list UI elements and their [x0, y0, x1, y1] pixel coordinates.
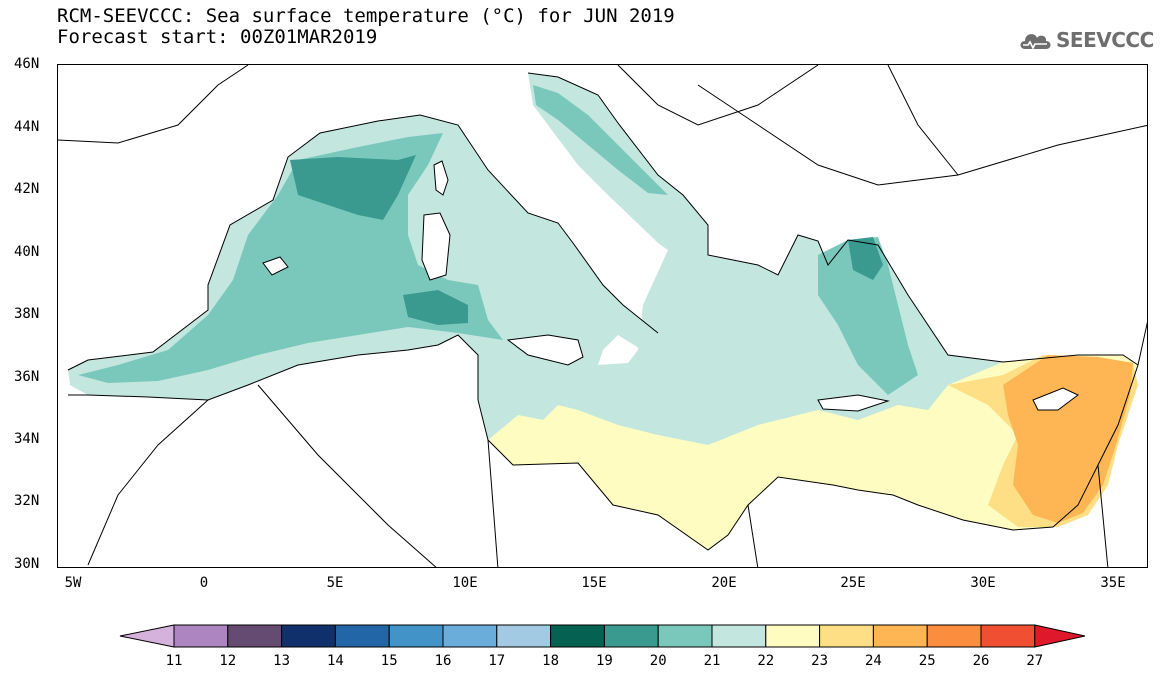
colorbar-label: 22 — [757, 653, 774, 669]
colorbar-swatch — [442, 624, 498, 648]
colorbar-label: 21 — [704, 653, 721, 669]
colorbar-label: 12 — [219, 653, 236, 669]
colorbar-swatch — [281, 624, 336, 648]
sst-band-19-20-tyrrhenian — [403, 290, 468, 325]
colorbar-swatch — [550, 624, 605, 648]
colorbar-label: 14 — [327, 653, 344, 669]
colorbar-label: 20 — [650, 653, 667, 669]
sst-band-20-21-adriatic — [533, 85, 668, 195]
colorbar-swatch — [980, 624, 1036, 648]
lon-label-5e: 5E — [326, 575, 344, 591]
colorbar-label: 26 — [973, 653, 990, 669]
sst-band-24-25 — [1003, 355, 1133, 523]
colorbar-label: 17 — [488, 653, 505, 669]
colorbar-label: 27 — [1026, 653, 1043, 669]
colorbar-label: 16 — [435, 653, 452, 669]
island-corsica — [433, 160, 449, 196]
colorbar-left-arrow — [119, 624, 175, 648]
colorbar-swatch — [227, 624, 283, 648]
lon-label-20e: 20E — [711, 575, 737, 591]
colorbar-swatch — [334, 624, 390, 648]
lat-label-34n: 34N — [14, 431, 40, 447]
lat-label-44n: 44N — [14, 119, 40, 135]
island-crete — [817, 394, 890, 412]
lon-label-5w: 5W — [64, 575, 82, 591]
colorbar-swatch — [711, 624, 767, 648]
cloud-icon — [1020, 34, 1051, 50]
island-mallorca — [262, 256, 289, 276]
colorbar-label: 19 — [596, 653, 613, 669]
lat-label-36n: 36N — [14, 369, 40, 385]
colorbar-swatch — [926, 624, 982, 648]
island-sardinia — [421, 212, 451, 281]
island-sicily — [506, 334, 584, 366]
sst-band-22-23 — [488, 355, 1138, 550]
island-cyprus — [1032, 387, 1079, 411]
colorbar-swatch — [388, 624, 444, 648]
lon-label-30e: 30E — [970, 575, 996, 591]
lon-label-25e: 25E — [840, 575, 866, 591]
sst-map — [57, 64, 1148, 568]
colorbar-swatch — [603, 624, 659, 648]
lon-label-15e: 15E — [581, 575, 607, 591]
lon-label-0: 0 — [199, 575, 209, 591]
coastlines — [58, 65, 1147, 567]
colorbar-swatch — [872, 624, 928, 648]
sst-band-20-21-aegean — [818, 237, 918, 395]
colorbar-label: 24 — [865, 653, 882, 669]
logo-text: SEEVCCC — [1056, 28, 1154, 52]
map-canvas — [58, 65, 1147, 567]
colorbar-label: 25 — [919, 653, 936, 669]
sst-band-19-20-aegean — [848, 237, 883, 280]
lat-label-42n: 42N — [14, 181, 40, 197]
lat-label-46n: 46N — [14, 56, 40, 72]
colorbar-swatch — [657, 624, 713, 648]
seevccc-logo: SEEVCCC — [1018, 24, 1154, 56]
map-title: RCM-SEEVCCC: Sea surface temperature (°C… — [57, 5, 675, 27]
colorbar-label: 18 — [542, 653, 559, 669]
colorbar-swatch — [765, 624, 821, 648]
sst-band-19-20-lion — [290, 155, 416, 220]
colorbar-swatch — [819, 624, 874, 648]
lat-label-30n: 30N — [14, 556, 40, 572]
colorbar-swatch — [496, 624, 552, 648]
lon-label-35e: 35E — [1100, 575, 1126, 591]
lat-label-38n: 38N — [14, 306, 40, 322]
colorbar-swatch — [173, 624, 229, 648]
lon-label-10e: 10E — [452, 575, 478, 591]
forecast-start: Forecast start: 00Z01MAR2019 — [57, 26, 378, 48]
lat-label-40n: 40N — [14, 244, 40, 260]
colorbar-label: 11 — [166, 653, 183, 669]
colorbar-label: 23 — [811, 653, 828, 669]
colorbar-right-arrow — [1034, 624, 1086, 648]
lat-label-32n: 32N — [14, 493, 40, 509]
colorbar-label: 15 — [381, 653, 398, 669]
colorbar-label: 13 — [273, 653, 290, 669]
